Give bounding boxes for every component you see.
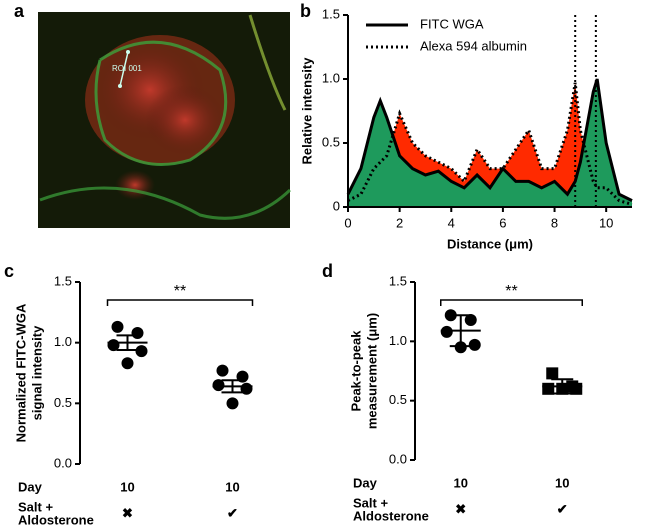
y-tick-label: 0 xyxy=(333,198,340,213)
micrograph: ROI 001 xyxy=(38,12,292,228)
y-axis-label: Relative intensity xyxy=(299,57,314,165)
significance-label: ** xyxy=(174,283,186,300)
x-tick-label: 0 xyxy=(344,215,351,230)
y-tick-label: 0.5 xyxy=(322,134,340,149)
point xyxy=(121,357,134,370)
y-tick-label: 1.5 xyxy=(389,273,407,288)
x-tick-label: 2 xyxy=(396,215,403,230)
x-axis-label: Distance (μm) xyxy=(447,236,533,251)
table-cell: 10 xyxy=(120,479,134,494)
y-axis-label: Normalized FITC-WGA xyxy=(13,303,28,442)
panel-label: b xyxy=(300,1,311,21)
row-label: Aldosterone xyxy=(353,508,429,523)
y-tick-label: 0.0 xyxy=(389,451,407,466)
panel-label: c xyxy=(4,261,14,281)
row-label: Salt + xyxy=(18,499,53,514)
line xyxy=(347,82,633,206)
y-tick-label: 1.0 xyxy=(54,334,72,349)
significance-label: ** xyxy=(505,283,517,300)
y-tick-label: 0.5 xyxy=(54,395,72,410)
y-axis-label: Peak-to-peak xyxy=(348,330,363,412)
legend-label: FITC WGA xyxy=(420,16,484,31)
row-label: Aldosterone xyxy=(18,512,94,527)
roi-label: ROI 001 xyxy=(112,64,142,73)
table-cell: ✔ xyxy=(557,501,568,516)
point xyxy=(454,341,467,354)
y-tick-label: 1.0 xyxy=(322,70,340,85)
table-cell: ✖ xyxy=(122,505,133,520)
point xyxy=(216,364,229,377)
point xyxy=(468,338,481,351)
row-label: Day xyxy=(18,479,43,494)
y-tick-label: 0.0 xyxy=(54,455,72,470)
point xyxy=(440,325,453,338)
row-label: Salt + xyxy=(353,495,388,510)
point xyxy=(464,313,477,326)
panel-label: d xyxy=(322,261,333,281)
point xyxy=(111,320,124,333)
significance-bracket xyxy=(106,299,254,306)
point xyxy=(131,326,144,339)
y-axis-label: measurement (μm) xyxy=(364,313,379,429)
point xyxy=(212,379,225,392)
line xyxy=(346,78,633,202)
x-tick-label: 4 xyxy=(448,215,455,230)
panel-label: a xyxy=(14,1,25,21)
table-cell: ✔ xyxy=(227,505,238,520)
y-axis-label: signal intensity xyxy=(29,325,44,420)
table-cell: 10 xyxy=(555,475,569,490)
table-cell: ✖ xyxy=(455,501,466,516)
y-tick-label: 0.5 xyxy=(389,392,407,407)
area xyxy=(348,79,632,207)
point xyxy=(226,397,239,410)
legend-label: Alexa 594 albumin xyxy=(420,38,527,53)
table-cell: 10 xyxy=(225,479,239,494)
y-tick-label: 1.5 xyxy=(322,6,340,21)
y-tick-label: 1.0 xyxy=(389,333,407,348)
row-label: Day xyxy=(353,475,378,490)
x-tick-label: 6 xyxy=(499,215,506,230)
y-tick-label: 1.5 xyxy=(54,273,72,288)
point xyxy=(546,367,559,380)
significance-bracket xyxy=(440,299,583,306)
x-tick-label: 8 xyxy=(551,215,558,230)
x-tick-label: 10 xyxy=(599,215,613,230)
table-cell: 10 xyxy=(454,475,468,490)
point xyxy=(135,345,148,358)
